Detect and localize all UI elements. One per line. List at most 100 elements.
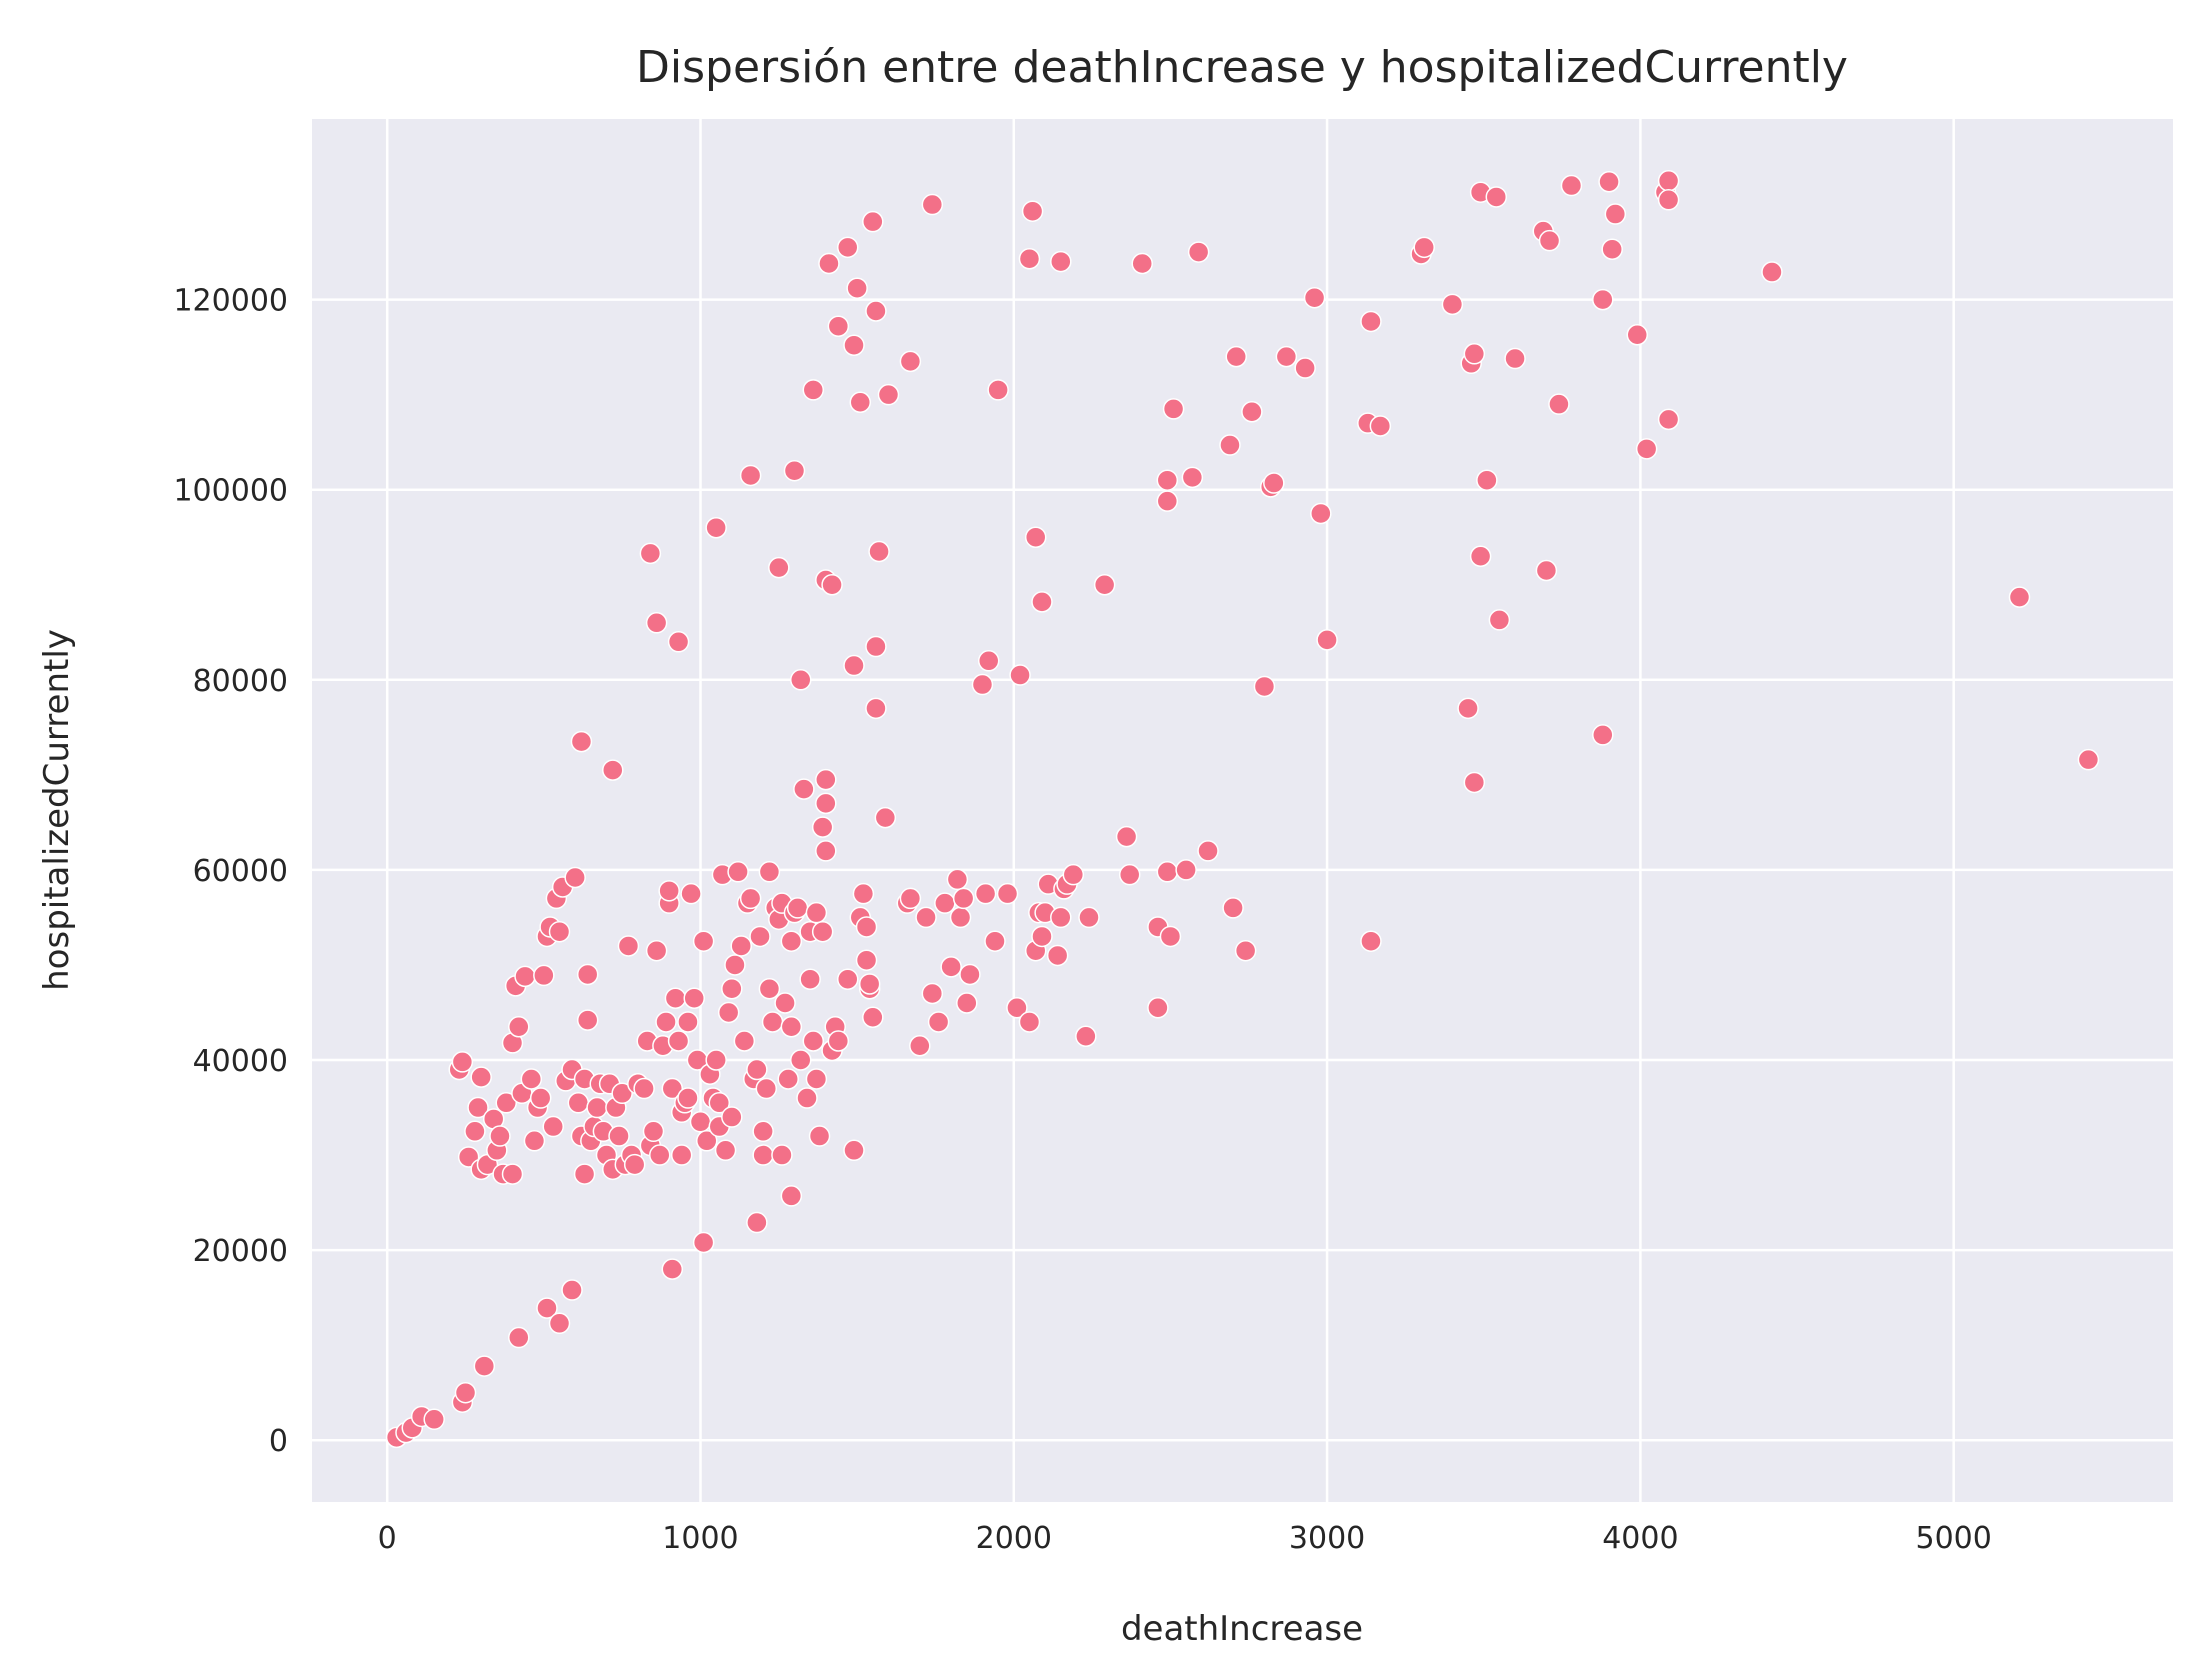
scatter-point bbox=[727, 861, 749, 883]
scatter-point bbox=[915, 906, 937, 929]
scatter-point bbox=[724, 954, 746, 976]
scatter-point bbox=[849, 391, 872, 414]
scatter-point bbox=[1476, 469, 1498, 491]
scatter-point bbox=[956, 992, 978, 1014]
scatter-point bbox=[771, 1144, 793, 1166]
scatter-point bbox=[815, 840, 837, 862]
scatter-point bbox=[1535, 559, 1558, 582]
scatter-point bbox=[721, 1106, 743, 1128]
data-points bbox=[385, 170, 2100, 1449]
scatter-point bbox=[514, 965, 536, 988]
scatter-point bbox=[811, 920, 834, 943]
scatter-point bbox=[927, 1011, 950, 1033]
scatter-point bbox=[667, 631, 690, 653]
scatter-point bbox=[623, 1153, 646, 1176]
y-tick-label: 40000 bbox=[193, 1044, 288, 1079]
scatter-point bbox=[1018, 247, 1041, 270]
scatter-point bbox=[780, 1015, 803, 1038]
x-tick-label: 0 bbox=[378, 1521, 397, 1556]
scatter-point bbox=[1050, 250, 1072, 273]
scatter-point bbox=[1504, 347, 1526, 370]
scatter-point bbox=[642, 1120, 665, 1143]
scatter-point bbox=[752, 1144, 774, 1166]
scatter-point bbox=[733, 1030, 756, 1052]
scatter-point bbox=[649, 1144, 671, 1166]
scatter-point bbox=[508, 1326, 530, 1349]
scatter-point bbox=[1601, 238, 1623, 260]
scatter-point bbox=[1159, 925, 1182, 948]
scatter-point bbox=[855, 949, 878, 971]
scatter-point bbox=[602, 759, 624, 781]
scatter-point bbox=[746, 1058, 768, 1081]
scatter-point bbox=[836, 968, 859, 990]
scatter-point bbox=[680, 882, 702, 905]
scatter-point bbox=[1031, 925, 1053, 948]
x-tick-label: 1000 bbox=[662, 1521, 738, 1556]
scatter-point bbox=[758, 977, 781, 1000]
scatter-point bbox=[852, 882, 875, 905]
scatter-point bbox=[1457, 697, 1479, 720]
scatter-point bbox=[780, 1185, 803, 1207]
scatter-point bbox=[1162, 398, 1185, 420]
scatter-point bbox=[1360, 930, 1382, 952]
scatter-point bbox=[818, 252, 840, 275]
scatter-point bbox=[865, 635, 887, 658]
scatter-point bbox=[683, 987, 705, 1009]
scatter-point bbox=[567, 1092, 590, 1114]
scatter-point bbox=[802, 1030, 825, 1052]
scatter-point bbox=[692, 930, 715, 952]
x-tick-label: 5000 bbox=[1916, 1521, 1992, 1556]
scatter-point bbox=[536, 1297, 558, 1319]
scatter-point bbox=[661, 1077, 684, 1100]
scatter-point bbox=[633, 1077, 655, 1100]
scatter-point bbox=[520, 1068, 543, 1090]
scatter-point bbox=[1046, 944, 1069, 967]
scatter-point bbox=[996, 882, 1019, 905]
scatter-point bbox=[808, 1125, 831, 1147]
y-tick-label: 100000 bbox=[173, 474, 288, 509]
scatter-point bbox=[749, 925, 771, 948]
scatter-point bbox=[1021, 200, 1044, 222]
scatter-point bbox=[696, 1130, 718, 1152]
scatter-point bbox=[865, 300, 887, 322]
scatter-point bbox=[843, 1139, 865, 1162]
scatter-point bbox=[617, 935, 640, 957]
scatter-point bbox=[815, 792, 837, 815]
scatter-point bbox=[1006, 996, 1028, 1019]
scatter-point bbox=[548, 1312, 571, 1335]
scatter-point bbox=[1657, 189, 1680, 211]
scatter-point bbox=[645, 612, 668, 634]
scatter-point bbox=[793, 778, 815, 800]
plot-background bbox=[312, 119, 2173, 1502]
x-tick-labels: 0 1000 2000 3000 4000 5000 bbox=[378, 1521, 1992, 1556]
scatter-point bbox=[1303, 286, 1326, 309]
y-tick-label: 80000 bbox=[193, 664, 288, 699]
x-axis-label: deathIncrease bbox=[1121, 1609, 1363, 1649]
scatter-point bbox=[689, 1111, 712, 1133]
scatter-point bbox=[739, 887, 762, 910]
scatter-point bbox=[959, 963, 981, 986]
scatter-point bbox=[1635, 438, 1658, 460]
scatter-point bbox=[1488, 609, 1511, 631]
scatter-point bbox=[977, 650, 1000, 672]
scatter-point bbox=[1626, 324, 1649, 346]
scatter-point bbox=[708, 1092, 731, 1114]
scatter-point bbox=[721, 977, 743, 1000]
scatter-point bbox=[1234, 939, 1257, 962]
scatter-point bbox=[655, 1011, 677, 1033]
scatter-point bbox=[714, 1139, 737, 1162]
scatter-point bbox=[843, 334, 865, 356]
scatter-point bbox=[670, 1144, 693, 1166]
scatter-point bbox=[786, 897, 809, 919]
scatter-point bbox=[949, 906, 972, 929]
y-tick-label: 20000 bbox=[193, 1234, 288, 1269]
scatter-point bbox=[1657, 408, 1680, 431]
scatter-point bbox=[1253, 675, 1276, 698]
scatter-point bbox=[1156, 490, 1179, 512]
scatter-point bbox=[802, 379, 825, 401]
scatter-point bbox=[470, 1066, 492, 1088]
scatter-point bbox=[1222, 897, 1244, 919]
scatter-point bbox=[934, 892, 956, 914]
scatter-point bbox=[2077, 748, 2100, 771]
scatter-point bbox=[874, 806, 897, 829]
